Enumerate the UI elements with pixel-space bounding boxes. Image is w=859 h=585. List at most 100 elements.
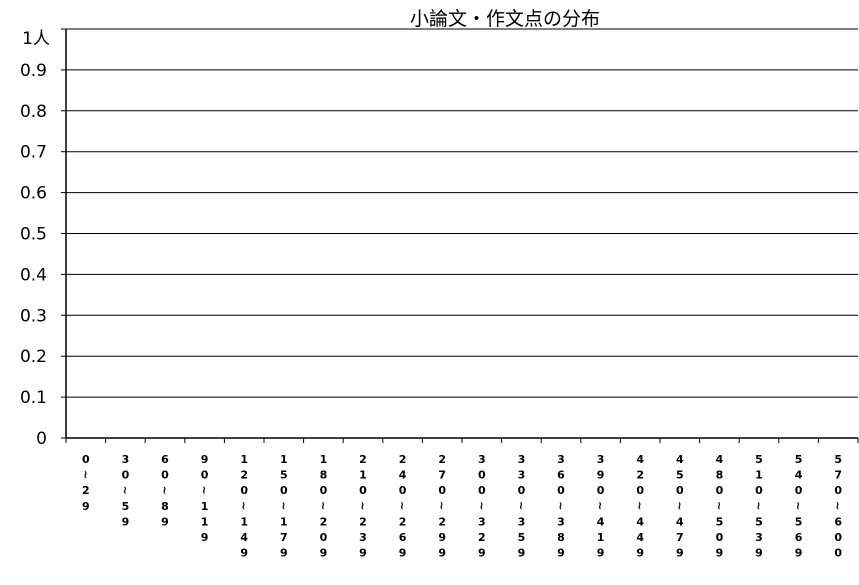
category-char: 5 xyxy=(795,453,803,466)
category-char: 9 xyxy=(597,547,605,560)
x-category-label: 4 5 0 ~4 7 9 xyxy=(673,453,686,560)
category-char: 3 xyxy=(478,453,486,466)
category-char: 9 xyxy=(438,547,446,560)
category-char: 3 xyxy=(478,515,486,528)
category-char: 3 xyxy=(557,515,565,528)
category-char-tilde: ~ xyxy=(673,501,686,510)
category-char-tilde: ~ xyxy=(712,501,725,510)
category-char: 4 xyxy=(636,531,644,544)
category-char: 0 xyxy=(636,484,644,497)
category-char: 3 xyxy=(518,453,526,466)
category-char: 3 xyxy=(518,469,526,482)
category-char: 3 xyxy=(359,531,367,544)
y-tick-label: 1 xyxy=(22,29,33,49)
x-category-label: 6 0 ~8 9 xyxy=(158,453,171,528)
x-category-label: 1 2 0 ~1 4 9 xyxy=(237,453,250,560)
category-char-tilde: ~ xyxy=(198,486,211,495)
category-char: 0 xyxy=(597,484,605,497)
category-char: 0 xyxy=(755,484,763,497)
category-char: 9 xyxy=(122,515,130,528)
category-char-tilde: ~ xyxy=(316,501,329,510)
category-char: 2 xyxy=(399,515,407,528)
category-char: 9 xyxy=(478,547,486,560)
category-char: 7 xyxy=(438,469,446,482)
category-char: 0 xyxy=(359,484,367,497)
category-char-tilde: ~ xyxy=(277,501,290,510)
category-char: 5 xyxy=(518,531,526,544)
category-char: 4 xyxy=(636,453,644,466)
category-char: 1 xyxy=(280,515,288,528)
category-char: 0 xyxy=(716,531,724,544)
x-category-label: 3 6 0 ~3 8 9 xyxy=(554,453,567,560)
gridlines xyxy=(66,28,858,398)
category-char: 3 xyxy=(557,453,565,466)
category-char: 0 xyxy=(834,484,842,497)
y-tick-label: 0.8 xyxy=(20,102,47,122)
category-char: 9 xyxy=(597,469,605,482)
x-category-label: 5 4 0 ~5 6 9 xyxy=(792,453,805,560)
y-tick-label: 0.7 xyxy=(20,143,47,163)
category-char: 0 xyxy=(438,484,446,497)
category-char: 1 xyxy=(755,469,763,482)
chart-title: 小論文・作文点の分布 xyxy=(410,8,600,30)
category-char: 5 xyxy=(280,469,288,482)
y-tick-label: 0.9 xyxy=(20,61,47,81)
category-char: 9 xyxy=(518,547,526,560)
category-char: 9 xyxy=(201,531,209,544)
category-char: 6 xyxy=(795,531,803,544)
category-char: 0 xyxy=(518,484,526,497)
category-char: 1 xyxy=(597,531,605,544)
x-category-label: 4 2 0 ~4 4 9 xyxy=(633,453,646,560)
category-char: 9 xyxy=(636,547,644,560)
category-char: 5 xyxy=(834,453,842,466)
category-char: 0 xyxy=(557,484,565,497)
category-char-tilde: ~ xyxy=(435,501,448,510)
category-char: 3 xyxy=(755,531,763,544)
category-char: 8 xyxy=(161,500,169,513)
category-char: 2 xyxy=(399,453,407,466)
category-char-tilde: ~ xyxy=(633,501,646,510)
category-char: 9 xyxy=(161,515,169,528)
x-category-label: 3 0 0 ~3 2 9 xyxy=(475,453,488,560)
category-char: 9 xyxy=(359,547,367,560)
category-char: 1 xyxy=(280,453,288,466)
category-char: 0 xyxy=(478,484,486,497)
category-char-tilde: ~ xyxy=(475,501,488,510)
category-char: 0 xyxy=(795,484,803,497)
y-axis-title: 人 xyxy=(33,29,50,49)
y-tick-label: 0.3 xyxy=(20,306,47,326)
x-category-label: 1 8 0 ~2 0 9 xyxy=(316,453,329,560)
category-char-tilde: ~ xyxy=(396,501,409,510)
category-char: 2 xyxy=(438,515,446,528)
category-char: 9 xyxy=(280,547,288,560)
x-category-label: 9 0 ~1 1 9 xyxy=(198,453,211,544)
category-char: 7 xyxy=(834,469,842,482)
category-char: 3 xyxy=(518,515,526,528)
x-category-label: 2 4 0 ~2 6 9 xyxy=(396,453,409,560)
category-char: 1 xyxy=(240,515,248,528)
category-char-tilde: ~ xyxy=(752,501,765,510)
category-char: 9 xyxy=(399,547,407,560)
category-char-tilde: ~ xyxy=(831,501,844,510)
x-category-label: 2 1 0 ~2 3 9 xyxy=(356,453,369,560)
category-char: 0 xyxy=(716,484,724,497)
x-category-label: 3 9 0 ~4 1 9 xyxy=(594,453,607,560)
x-category-label: 5 7 0 ~6 0 0 xyxy=(831,453,844,560)
y-tick-label: 0.4 xyxy=(20,265,47,285)
category-char: 7 xyxy=(280,531,288,544)
category-char: 8 xyxy=(716,469,724,482)
category-char: 0 xyxy=(280,484,288,497)
y-tick-label: 0.2 xyxy=(20,347,47,367)
category-char: 0 xyxy=(320,484,328,497)
category-char: 9 xyxy=(240,547,248,560)
x-category-label: 2 7 0 ~2 9 9 xyxy=(435,453,448,560)
category-char: 1 xyxy=(320,453,328,466)
x-tick-marks xyxy=(65,438,859,443)
category-char: 5 xyxy=(755,515,763,528)
category-char: 2 xyxy=(359,453,367,466)
category-char-tilde: ~ xyxy=(792,501,805,510)
category-char: 6 xyxy=(161,453,169,466)
category-char: 4 xyxy=(597,515,605,528)
x-category-label: 0 ~2 9 xyxy=(79,453,92,513)
category-char: 6 xyxy=(834,515,842,528)
